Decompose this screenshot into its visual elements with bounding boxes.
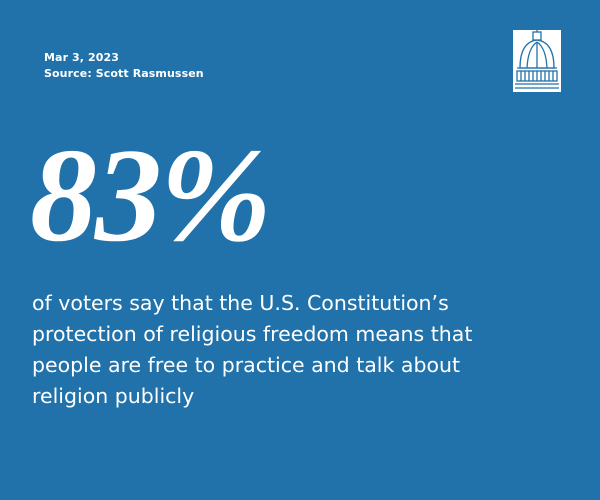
date: Mar 3, 2023	[44, 51, 120, 64]
description-line: protection of religious freedom means th…	[32, 322, 473, 346]
stat: 83%	[30, 121, 272, 269]
source: Source: Scott Rasmussen	[44, 67, 204, 80]
logo-dome	[515, 20, 559, 89]
logo	[513, 20, 561, 92]
description-line: religion publicly	[32, 384, 195, 408]
description-line: people are free to practice and talk abo…	[32, 353, 461, 377]
description: of voters say that the U.S. Constitution…	[32, 288, 472, 412]
description-line: of voters say that the U.S. Constitution…	[32, 291, 449, 315]
